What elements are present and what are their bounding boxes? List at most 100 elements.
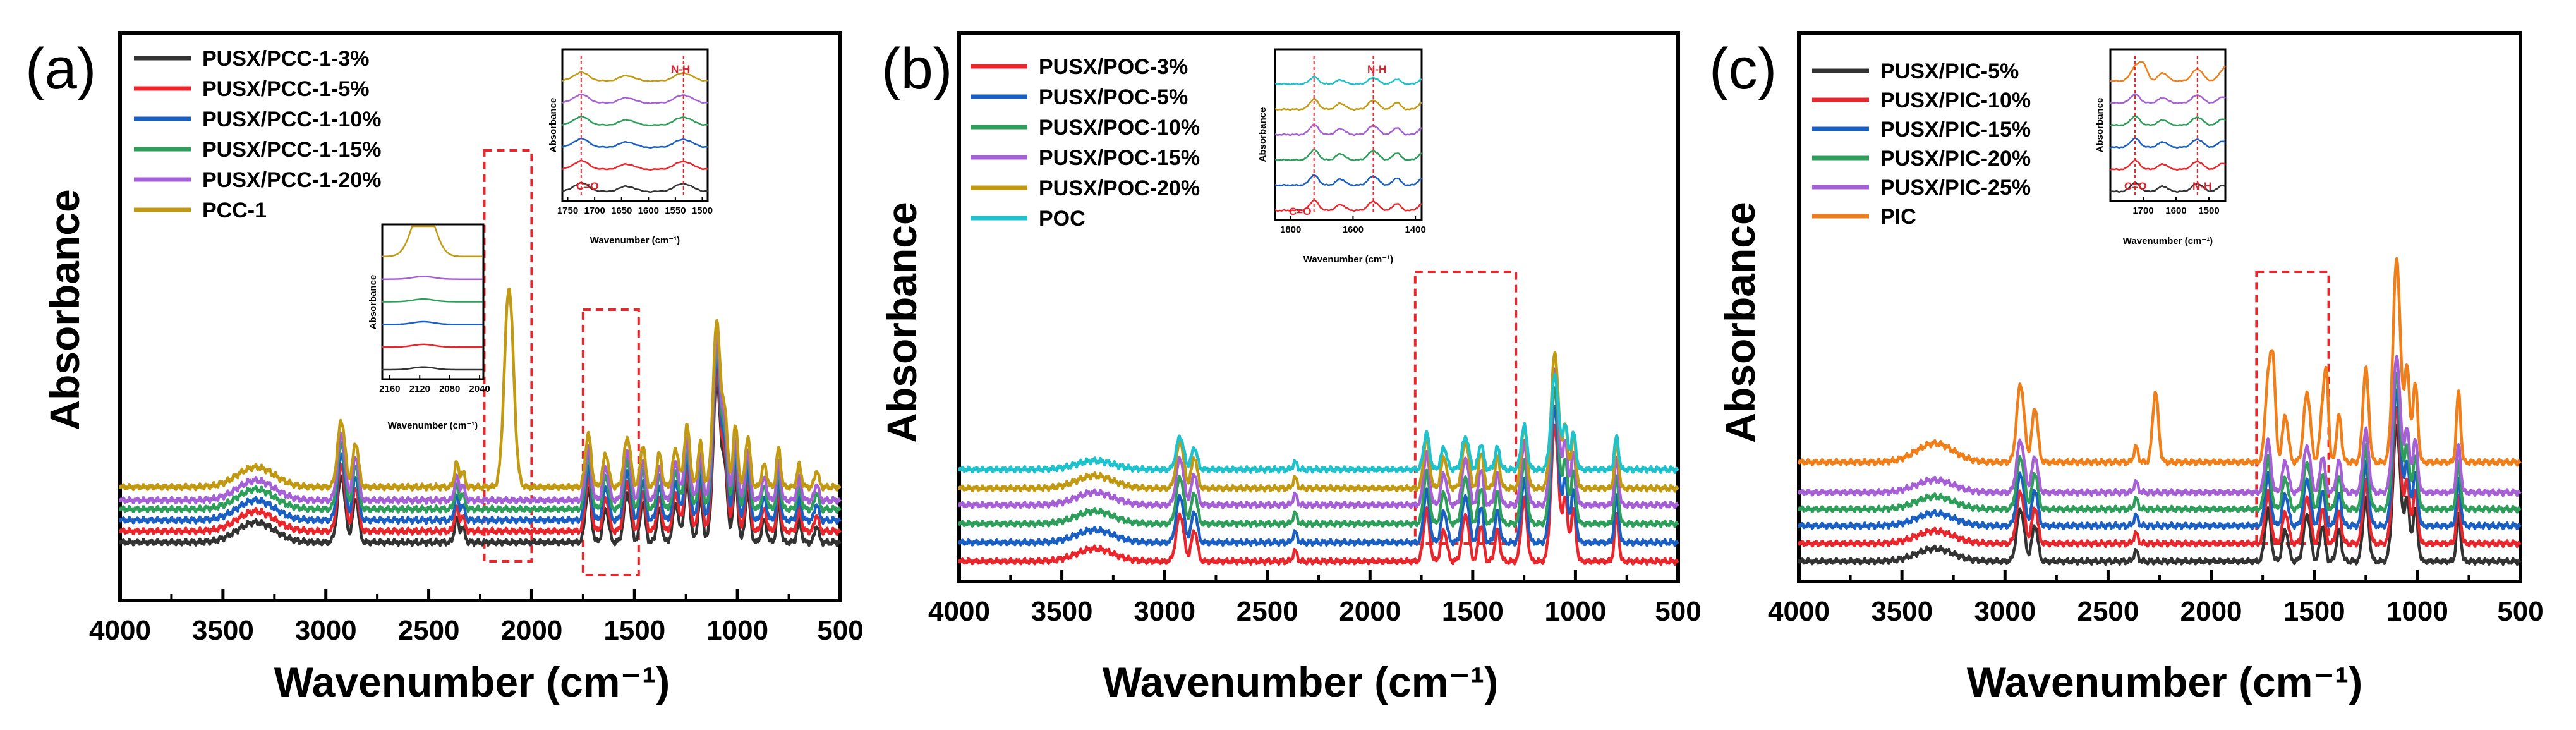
inset-tick-label: 1750 bbox=[557, 205, 578, 216]
inset-y-label: Absorbance bbox=[368, 275, 378, 330]
panel-b: (b) Absorbance Wavenumber (cm⁻¹) 4000 350… bbox=[878, 31, 1702, 705]
inset-tick-label: 1600 bbox=[638, 205, 659, 216]
x-tick-label: 3000 bbox=[1974, 596, 2036, 627]
inset-tick-label: 2160 bbox=[379, 384, 400, 394]
x-tick-label: 1000 bbox=[706, 615, 768, 646]
inset-tick-label: 1700 bbox=[2132, 205, 2153, 216]
x-tick-label: 1000 bbox=[1544, 596, 1606, 627]
x-axis-title: Wavenumber (cm⁻¹) bbox=[1103, 659, 1498, 705]
x-tick-label: 1500 bbox=[603, 615, 665, 646]
x-tick-label: 3500 bbox=[1031, 596, 1093, 627]
x-tick-label: 500 bbox=[1655, 596, 1701, 627]
inset-series-line bbox=[2110, 181, 2226, 193]
inset-series-line bbox=[1274, 149, 1422, 162]
inset-series-line bbox=[562, 93, 708, 104]
legend-label: PUSX/PIC-20% bbox=[1880, 147, 2031, 171]
x-tick-label: 500 bbox=[2497, 596, 2543, 627]
legend-label: PCC-1 bbox=[202, 198, 267, 222]
legend-label: PUSX/PIC-10% bbox=[1880, 88, 2031, 113]
x-tick-label: 2500 bbox=[398, 615, 460, 646]
inset-y-label: Absorbance bbox=[1257, 107, 1268, 162]
inset-1: Absorbance Wavenumber (cm⁻¹) 2160 2120 208… bbox=[368, 223, 490, 431]
x-tick-label: 1500 bbox=[2283, 596, 2345, 627]
annotation-co: C=O bbox=[2124, 180, 2146, 192]
inset-y-label: Absorbance bbox=[548, 98, 559, 153]
x-tick-label: 3500 bbox=[1871, 596, 1933, 627]
legend-label: PUSX/PCC-1-10% bbox=[202, 107, 381, 131]
inset-tick-label: 1400 bbox=[1405, 224, 1425, 235]
annotation-co: C=O bbox=[576, 180, 598, 192]
inset-series-line bbox=[382, 366, 483, 371]
legend-label: PUSX/POC-10% bbox=[1039, 116, 1200, 140]
inset-series-line bbox=[562, 159, 708, 171]
inset-tick-label: 1700 bbox=[584, 205, 605, 216]
inset-series-line bbox=[2110, 159, 2226, 171]
highlight-region bbox=[581, 308, 640, 576]
inset-tick-label: 2040 bbox=[469, 384, 490, 394]
inset-1: Absorbance Wavenumber (cm⁻¹) 1700 1600 150… bbox=[2095, 48, 2227, 246]
inset-series-line bbox=[2110, 93, 2226, 104]
annotation-co: C=O bbox=[1289, 205, 1311, 217]
inset-y-label: Absorbance bbox=[2095, 98, 2105, 153]
panel-letter: (c) bbox=[1709, 37, 1777, 101]
inset-series-line bbox=[2110, 115, 2226, 126]
inset-tick-label: 1600 bbox=[2165, 205, 2186, 216]
inset-series-line bbox=[1274, 76, 1422, 86]
inset-series-line bbox=[1274, 123, 1422, 137]
legend-label: PUSX/POC-5% bbox=[1039, 85, 1188, 109]
annotation-nh: N-H bbox=[2192, 180, 2211, 192]
x-tick-label: 4000 bbox=[1768, 596, 1830, 627]
inset-series-line bbox=[1274, 174, 1422, 187]
x-tick-label: 2500 bbox=[2077, 596, 2139, 627]
x-axis-title: Wavenumber (cm⁻¹) bbox=[1967, 659, 2362, 705]
inset-x-label: Wavenumber (cm⁻¹) bbox=[590, 235, 680, 246]
legend-label: PUSX/POC-15% bbox=[1039, 146, 1200, 170]
legend-label: PUSX/PIC-5% bbox=[1880, 59, 2019, 83]
x-tick-label: 500 bbox=[817, 615, 863, 646]
highlight-region bbox=[1413, 271, 1518, 545]
panel-letter: (a) bbox=[25, 37, 96, 101]
series-line-5 bbox=[1797, 355, 2522, 497]
inset-series-line bbox=[382, 298, 483, 303]
inset-series-line bbox=[382, 320, 483, 325]
legend-label: PUSX/PIC-25% bbox=[1880, 176, 2031, 200]
legend-label: PUSX/PIC-15% bbox=[1880, 118, 2031, 142]
x-tick-label: 2500 bbox=[1237, 596, 1298, 627]
inset-series-line bbox=[1274, 98, 1422, 111]
annotation-nh: N-H bbox=[671, 63, 690, 75]
x-tick-label: 2000 bbox=[1339, 596, 1401, 627]
x-tick-label: 1000 bbox=[2386, 596, 2448, 627]
inset-series-line bbox=[562, 115, 708, 126]
panel-a: (a) Absorbance Wavenumber (cm⁻¹) 4000 350… bbox=[25, 31, 864, 705]
inset-tick-label: 1500 bbox=[2198, 205, 2219, 216]
panel-c: (c) Absorbance Wavenumber (cm⁻¹) 4000 350… bbox=[1709, 31, 2544, 705]
inset-tick-label: 1550 bbox=[665, 205, 686, 216]
inset-series-line bbox=[2110, 137, 2226, 149]
inset-1: Absorbance Wavenumber (cm⁻¹) 1800 1600 140… bbox=[1257, 48, 1426, 265]
annotation-nh: N-H bbox=[1367, 63, 1386, 75]
series-line-6 bbox=[1797, 257, 2522, 467]
y-axis-title: Absorbance bbox=[1717, 202, 1763, 442]
x-tick-label: 2000 bbox=[500, 615, 562, 646]
legend-label: PUSX/PCC-1-20% bbox=[202, 168, 381, 192]
series-line-6 bbox=[118, 287, 842, 492]
x-tick-label: 4000 bbox=[89, 615, 151, 646]
inset-tick-label: 1650 bbox=[611, 205, 632, 216]
x-tick-label: 4000 bbox=[928, 596, 990, 627]
inset-x-label: Wavenumber (cm⁻¹) bbox=[2123, 236, 2213, 246]
x-axis-title: Wavenumber (cm⁻¹) bbox=[274, 659, 670, 705]
inset-tick-label: 2120 bbox=[409, 384, 430, 394]
x-tick-label: 3000 bbox=[1134, 596, 1195, 627]
series-line-6 bbox=[957, 372, 1679, 474]
inset-2: Absorbance Wavenumber (cm⁻¹) 1750 1700 165… bbox=[548, 48, 713, 246]
legend-label: PIC bbox=[1880, 205, 1916, 229]
inset-series-line bbox=[562, 137, 708, 149]
inset-series-line bbox=[2110, 61, 2226, 82]
inset-x-label: Wavenumber (cm⁻¹) bbox=[388, 420, 478, 431]
inset-tick-label: 1600 bbox=[1343, 224, 1364, 235]
x-tick-label: 2000 bbox=[2180, 596, 2242, 627]
inset-x-label: Wavenumber (cm⁻¹) bbox=[1303, 254, 1393, 265]
inset-series-line bbox=[382, 276, 483, 280]
x-tick-label: 3000 bbox=[295, 615, 357, 646]
